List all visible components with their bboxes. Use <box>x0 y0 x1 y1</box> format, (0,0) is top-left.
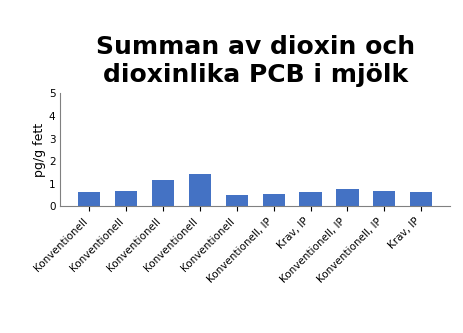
Bar <box>336 189 358 206</box>
Bar <box>188 173 211 206</box>
Bar <box>373 191 394 206</box>
Bar <box>225 195 247 206</box>
Y-axis label: pg/g fett: pg/g fett <box>33 123 46 177</box>
Bar <box>115 190 137 206</box>
Bar <box>409 192 432 206</box>
Bar <box>299 192 321 206</box>
Title: Summan av dioxin och
dioxinlika PCB i mjölk: Summan av dioxin och dioxinlika PCB i mj… <box>95 35 414 87</box>
Bar <box>78 192 100 206</box>
Bar <box>262 193 284 206</box>
Bar <box>151 180 174 206</box>
